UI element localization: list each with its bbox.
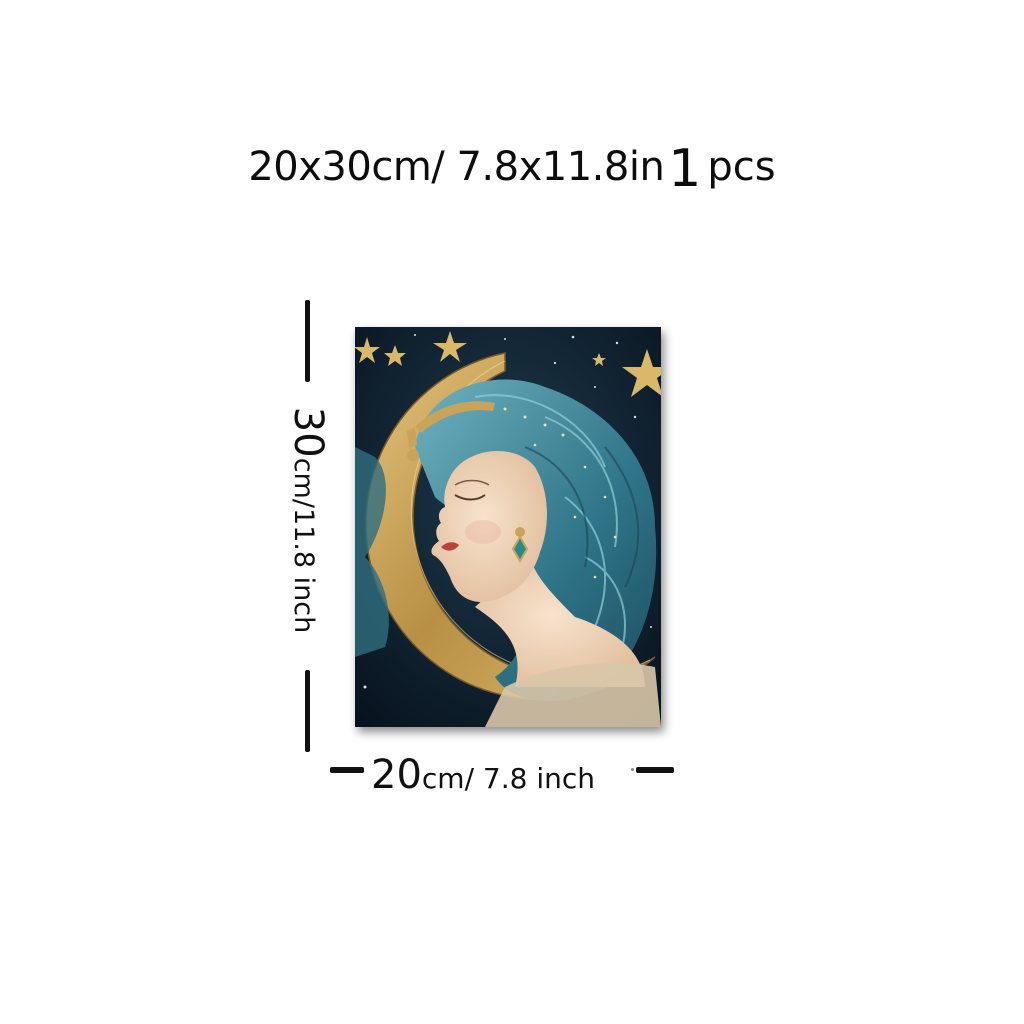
size-headline: 20x30cm/ 7.8x11.8in1 pcs (0, 138, 1024, 195)
width-label: 20cm/ 7.8 inch (371, 752, 595, 798)
height-unit: cm/11.8 inch (288, 457, 319, 634)
width-unit: cm/ 7.8 inch (421, 762, 596, 795)
height-value: 30 (285, 406, 331, 458)
width-line-right (636, 767, 674, 773)
height-label: 30cm/11.8 inch (285, 407, 331, 633)
height-line-top (305, 300, 310, 382)
headline-dimensions: 20x30cm/ 7.8x11.8in (248, 144, 665, 190)
height-line-bottom (305, 670, 310, 752)
width-value: 20 (371, 752, 422, 798)
canvas-print (355, 327, 661, 727)
width-line-dot (631, 768, 634, 771)
headline-quantity-unit: pcs (707, 144, 776, 190)
headline-quantity: 1 (668, 139, 702, 199)
width-line-left (330, 767, 364, 773)
moon-goddess-artwork (355, 327, 661, 727)
